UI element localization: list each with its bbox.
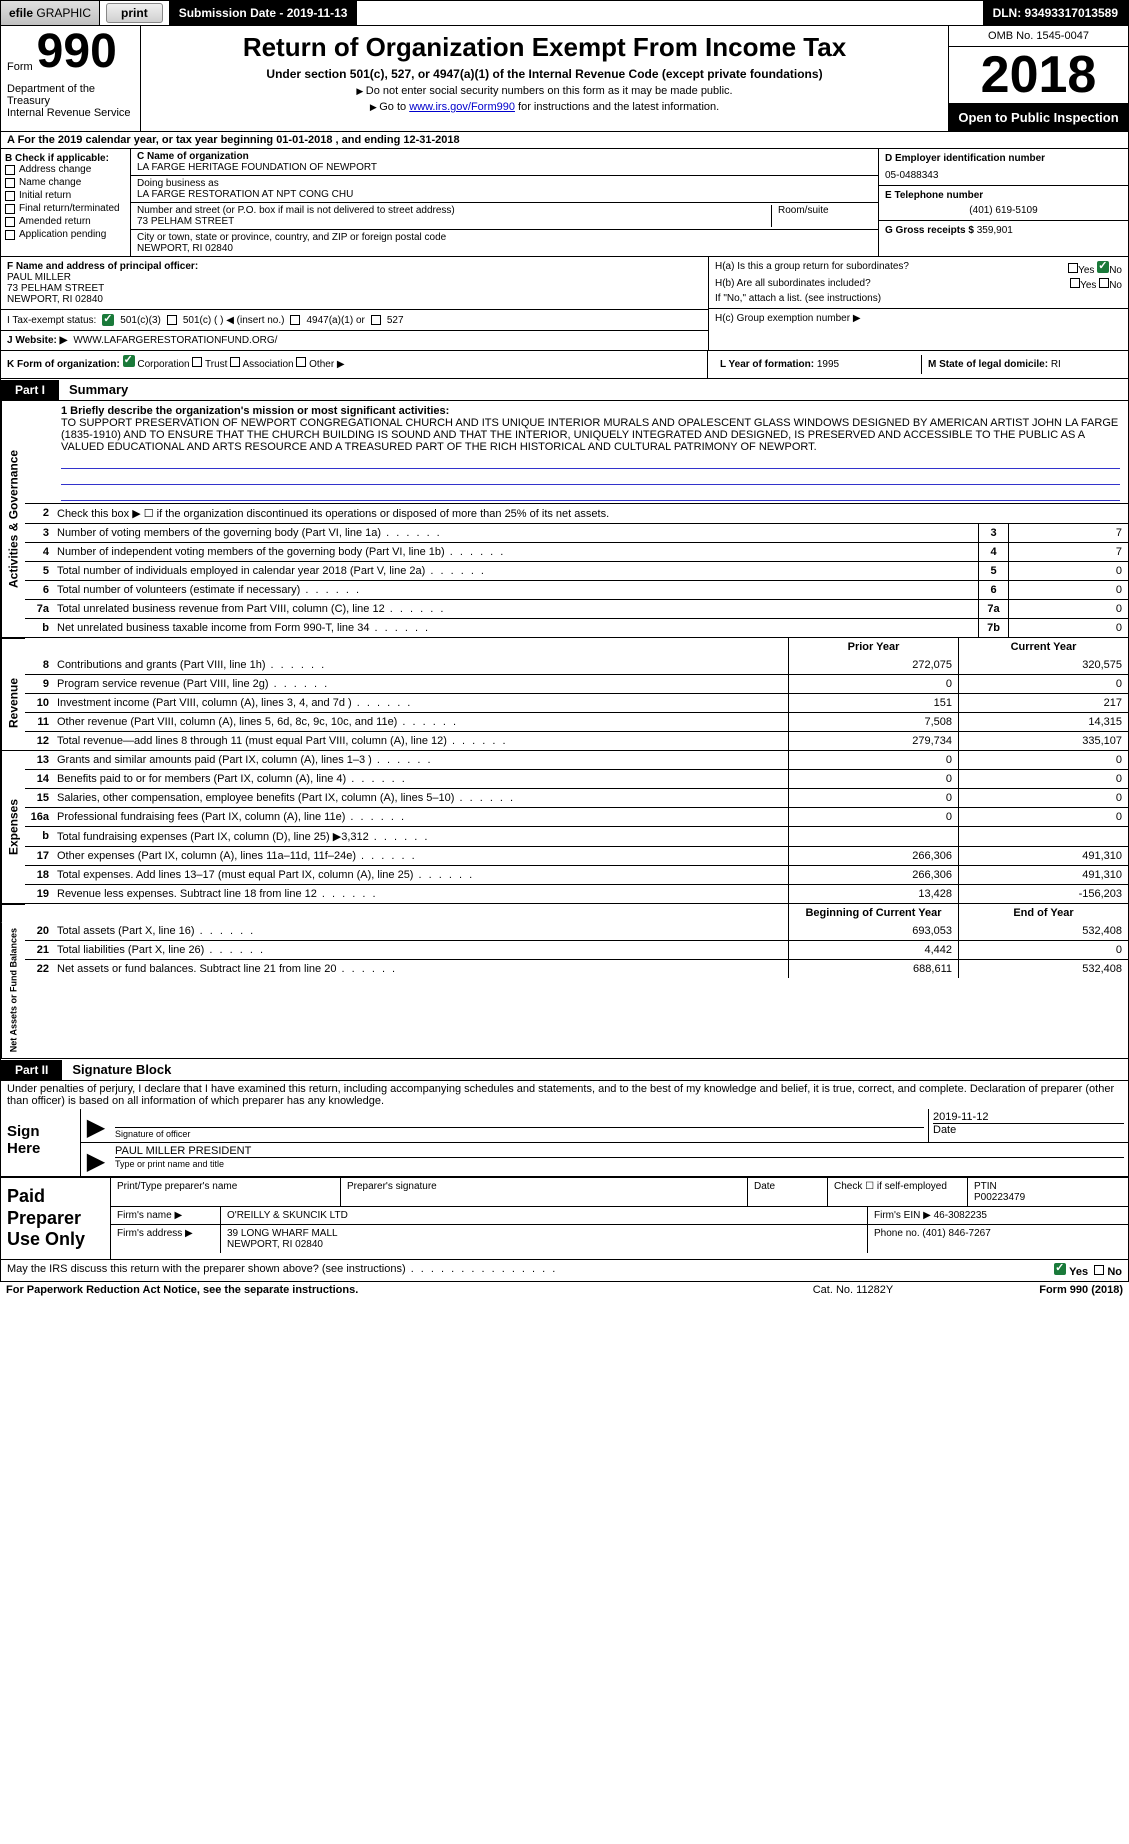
form-title: Return of Organization Exempt From Incom… [151, 32, 938, 63]
check-corp [123, 355, 135, 367]
summary-line: 12Total revenue—add lines 8 through 11 (… [25, 732, 1128, 750]
summary-line: 6Total number of volunteers (estimate if… [25, 581, 1128, 600]
summary-line: 17Other expenses (Part IX, column (A), l… [25, 847, 1128, 866]
summary-line: bTotal fundraising expenses (Part IX, co… [25, 827, 1128, 847]
summary-line: 11Other revenue (Part VIII, column (A), … [25, 713, 1128, 732]
checkbox-line: Initial return [5, 190, 126, 201]
summary-line: 3Number of voting members of the governi… [25, 524, 1128, 543]
check-501c3 [102, 314, 114, 326]
form-note-ssn: Do not enter social security numbers on … [151, 85, 938, 97]
summary-line: 20Total assets (Part X, line 16)693,0535… [25, 922, 1128, 941]
form-label: Form [7, 61, 33, 73]
summary-line: 14Benefits paid to or for members (Part … [25, 770, 1128, 789]
summary-line: 21Total liabilities (Part X, line 26)4,4… [25, 941, 1128, 960]
summary-line: 7aTotal unrelated business revenue from … [25, 600, 1128, 619]
checkbox-line: Final return/terminated [5, 203, 126, 214]
section-bcde: B Check if applicable: Address changeNam… [0, 149, 1129, 257]
checkbox-line: Address change [5, 164, 126, 175]
checkbox-line: Name change [5, 177, 126, 188]
checkbox-line: Application pending [5, 229, 126, 240]
print-button[interactable]: print [106, 3, 163, 23]
summary-net-assets: Net Assets or Fund Balances 20Total asse… [0, 922, 1129, 1059]
col-c-org: C Name of organization LA FARGE HERITAGE… [131, 149, 878, 256]
part1-header: Part I Summary [0, 379, 1129, 401]
tax-year: 2018 [949, 47, 1128, 104]
summary-header-row: Prior Year Current Year [0, 638, 1129, 656]
form-subtitle: Under section 501(c), 527, or 4947(a)(1)… [151, 67, 938, 81]
summary-line: 15Salaries, other compensation, employee… [25, 789, 1128, 808]
col-de: D Employer identification number 05-0488… [878, 149, 1128, 256]
summary-line: 16aProfessional fundraising fees (Part I… [25, 808, 1128, 827]
summary-revenue: Revenue 8Contributions and grants (Part … [0, 656, 1129, 751]
row-k-lm: K Form of organization: Corporation Trus… [0, 351, 1129, 379]
summary-activities-governance: Activities & Governance 1 Briefly descri… [0, 401, 1129, 638]
form-header: Form 990 Department of the Treasury Inte… [0, 26, 1129, 132]
form-note-link: Go to www.irs.gov/Form990 for instructio… [151, 101, 938, 113]
form-number: 990 [37, 30, 117, 73]
col-b-check: B Check if applicable: Address changeNam… [1, 149, 131, 256]
irs-link[interactable]: www.irs.gov/Form990 [409, 101, 515, 113]
footer-discuss: May the IRS discuss this return with the… [0, 1260, 1129, 1282]
section-fhik: F Name and address of principal officer:… [0, 257, 1129, 351]
summary-line: 4Number of independent voting members of… [25, 543, 1128, 562]
summary-line: bNet unrelated business taxable income f… [25, 619, 1128, 637]
summary-line: 22Net assets or fund balances. Subtract … [25, 960, 1128, 978]
part2-header: Part II Signature Block [0, 1059, 1129, 1081]
topbar: efile GRAPHIC print Submission Date - 20… [0, 0, 1129, 26]
signature-block: Under penalties of perjury, I declare th… [0, 1081, 1129, 1178]
efile-label: efile GRAPHIC [1, 1, 100, 25]
department: Department of the Treasury Internal Reve… [7, 83, 134, 119]
dln: DLN: 93493317013589 [983, 1, 1128, 25]
summary-line: 9Program service revenue (Part VIII, lin… [25, 675, 1128, 694]
footer-final: For Paperwork Reduction Act Notice, see … [0, 1282, 1129, 1298]
summary-line: 13Grants and similar amounts paid (Part … [25, 751, 1128, 770]
summary-line: 18Total expenses. Add lines 13–17 (must … [25, 866, 1128, 885]
summary-line: 5Total number of individuals employed in… [25, 562, 1128, 581]
check-ha-no [1097, 261, 1109, 273]
paid-preparer: Paid Preparer Use Only Print/Type prepar… [0, 1178, 1129, 1260]
submission-date: Submission Date - 2019-11-13 [169, 1, 358, 25]
summary-line: 8Contributions and grants (Part VIII, li… [25, 656, 1128, 675]
omb-number: OMB No. 1545-0047 [949, 26, 1128, 47]
checkbox-line: Amended return [5, 216, 126, 227]
check-discuss-yes [1054, 1263, 1066, 1275]
summary-line: 19Revenue less expenses. Subtract line 1… [25, 885, 1128, 903]
summary-line: 10Investment income (Part VIII, column (… [25, 694, 1128, 713]
open-to-public: Open to Public Inspection [949, 104, 1128, 131]
row-a-tax-year: A For the 2019 calendar year, or tax yea… [0, 132, 1129, 149]
summary-na-header: Beginning of Current Year End of Year [0, 904, 1129, 922]
summary-expenses: Expenses 13Grants and similar amounts pa… [0, 751, 1129, 904]
